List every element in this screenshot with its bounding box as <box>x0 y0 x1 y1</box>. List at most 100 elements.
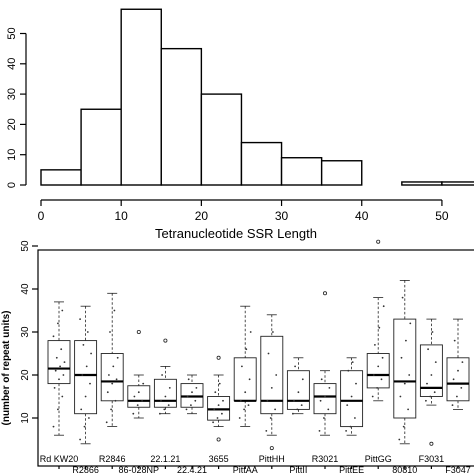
boxplot-point <box>434 361 437 363</box>
boxplot-point <box>79 438 81 441</box>
boxplot-point <box>90 352 92 355</box>
boxplot-point <box>429 395 432 398</box>
histogram-x-tick-label: 30 <box>275 209 289 223</box>
boxplot-point <box>113 309 116 312</box>
boxplot-point <box>427 348 429 351</box>
boxplot-frame <box>37 249 474 467</box>
boxplot-point <box>186 395 189 398</box>
boxplot-category-label: 22.4.21 <box>177 465 207 474</box>
boxplot-point <box>163 408 166 411</box>
boxplot-point <box>300 404 303 406</box>
boxplot-point <box>241 365 243 368</box>
boxplot-point <box>214 391 217 394</box>
histogram-x-tick-label: 20 <box>195 209 209 223</box>
boxplot-point <box>381 356 384 359</box>
boxplot-outlier <box>429 441 434 446</box>
boxplot-category-label: PittGG <box>365 454 392 464</box>
boxplot-point <box>159 412 161 415</box>
boxplot-point <box>141 399 144 402</box>
boxplot-point <box>61 395 64 398</box>
boxplot-point <box>249 331 252 333</box>
boxplot-point <box>85 365 88 368</box>
boxplot-point <box>108 374 110 376</box>
boxplot-box <box>233 357 257 402</box>
boxplot-point <box>110 408 112 411</box>
boxplot-category-label: 86-028NP <box>119 465 160 474</box>
boxplot-point <box>54 369 57 372</box>
boxplot-category-label: 22.1.21 <box>150 454 180 464</box>
boxplot-point <box>301 378 304 381</box>
histogram-bar <box>240 141 283 186</box>
boxplot-point <box>62 374 65 376</box>
boxplot-box <box>74 340 98 415</box>
boxplot-point <box>372 374 375 376</box>
boxplot-y-tick-label: 40 <box>20 283 31 295</box>
boxplot-point <box>105 421 108 424</box>
boxplot-point <box>244 391 247 394</box>
boxplot-point <box>88 417 90 419</box>
boxplot-point <box>376 387 378 389</box>
boxplot-point <box>292 412 294 415</box>
boxplot-point <box>142 382 145 385</box>
boxplot-point <box>354 417 356 419</box>
boxplot-point <box>374 344 376 346</box>
boxplot-point <box>116 356 119 359</box>
boxplot-point <box>270 387 273 389</box>
boxplot-point <box>265 430 268 432</box>
boxplot-point <box>238 417 241 419</box>
boxplot-point <box>63 361 66 363</box>
boxplot-point <box>83 425 86 428</box>
boxplot-point <box>109 331 111 333</box>
boxplot-y-tick-label: 10 <box>20 412 31 424</box>
boxplot-box <box>153 378 177 408</box>
boxplot-point <box>380 378 383 381</box>
boxplot-point <box>460 387 463 389</box>
boxplot-point <box>222 399 224 402</box>
boxplot-box <box>340 370 364 428</box>
boxplot-point <box>59 365 61 368</box>
boxplot-point <box>456 395 458 398</box>
histogram-xlabel: Tetranucleotide SSR Length <box>155 226 317 241</box>
boxplot-point <box>345 430 347 432</box>
boxplot-point <box>86 331 89 333</box>
boxplot-point <box>431 331 434 333</box>
boxplot-point <box>53 387 56 389</box>
boxplot-category-label: R2866 <box>72 465 99 474</box>
boxplot-point <box>167 404 170 406</box>
boxplot-point <box>190 404 192 406</box>
boxplot-category-label: PittHH <box>259 454 285 464</box>
histogram-y-tick-label: 30 <box>6 88 18 100</box>
boxplot-point <box>61 309 64 312</box>
boxplot-point <box>217 404 220 406</box>
boxplot-point <box>401 296 404 299</box>
boxplot-box <box>47 340 71 385</box>
boxplot-point <box>60 348 63 351</box>
boxplot-point <box>114 399 117 402</box>
histogram-x-tick-label: 50 <box>435 209 449 223</box>
histogram: 0 10 20 30 40 50 0 10 20 30 40 50 <box>6 8 474 223</box>
boxplot-point <box>243 408 246 411</box>
boxplot-point <box>191 391 193 394</box>
boxplot-point <box>351 361 354 363</box>
boxplot-point <box>318 430 321 432</box>
boxplot-point <box>461 361 464 363</box>
boxplot-box <box>127 385 151 408</box>
histogram-y-tick-label: 40 <box>6 58 18 70</box>
histogram-y-tick-label: 50 <box>6 27 18 39</box>
boxplot-point <box>194 399 197 402</box>
boxplot-point <box>297 391 300 394</box>
boxplot-point <box>274 408 276 411</box>
boxplot-outlier <box>269 446 274 451</box>
boxplot-point <box>195 387 198 389</box>
boxplot-point <box>267 352 270 355</box>
boxplot-point <box>212 421 215 424</box>
boxplot-box <box>419 344 443 397</box>
boxplot-point <box>350 395 353 398</box>
boxplot-box <box>260 335 284 415</box>
boxplot-point <box>133 395 136 398</box>
boxplot-point <box>245 348 248 351</box>
boxplot-point <box>213 408 216 411</box>
histogram-bar <box>320 160 363 186</box>
boxplot-point <box>132 412 135 415</box>
